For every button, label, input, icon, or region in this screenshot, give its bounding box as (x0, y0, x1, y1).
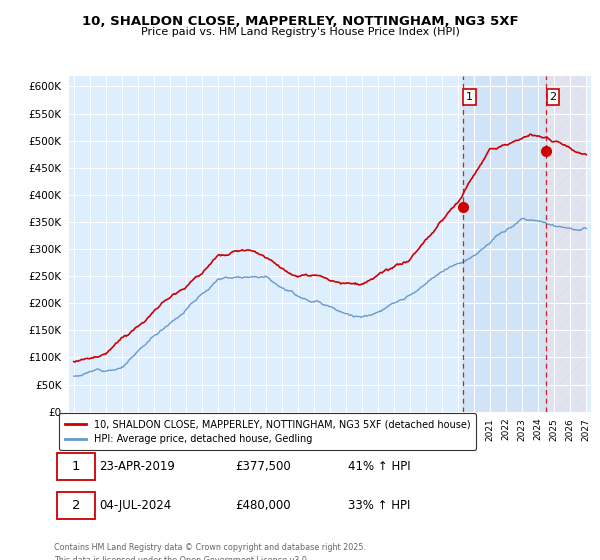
Text: £480,000: £480,000 (236, 499, 291, 512)
Text: 1: 1 (71, 460, 80, 473)
Text: 04-JUL-2024: 04-JUL-2024 (100, 499, 172, 512)
Bar (546, 76, 586, 412)
Text: 23-APR-2019: 23-APR-2019 (100, 460, 175, 473)
Text: £377,500: £377,500 (236, 460, 292, 473)
Text: 1: 1 (466, 92, 473, 102)
FancyBboxPatch shape (56, 492, 95, 519)
Text: Contains HM Land Registry data © Crown copyright and database right 2025.
This d: Contains HM Land Registry data © Crown c… (54, 543, 366, 560)
Bar (463, 76, 546, 412)
Text: 10, SHALDON CLOSE, MAPPERLEY, NOTTINGHAM, NG3 5XF: 10, SHALDON CLOSE, MAPPERLEY, NOTTINGHAM… (82, 15, 518, 28)
Text: 2: 2 (71, 499, 80, 512)
FancyBboxPatch shape (56, 454, 95, 480)
Text: Price paid vs. HM Land Registry's House Price Index (HPI): Price paid vs. HM Land Registry's House … (140, 27, 460, 37)
Text: 2: 2 (550, 92, 556, 102)
Text: 33% ↑ HPI: 33% ↑ HPI (348, 499, 410, 512)
Text: 41% ↑ HPI: 41% ↑ HPI (348, 460, 410, 473)
Legend: 10, SHALDON CLOSE, MAPPERLEY, NOTTINGHAM, NG3 5XF (detached house), HPI: Average: 10, SHALDON CLOSE, MAPPERLEY, NOTTINGHAM… (59, 413, 476, 450)
